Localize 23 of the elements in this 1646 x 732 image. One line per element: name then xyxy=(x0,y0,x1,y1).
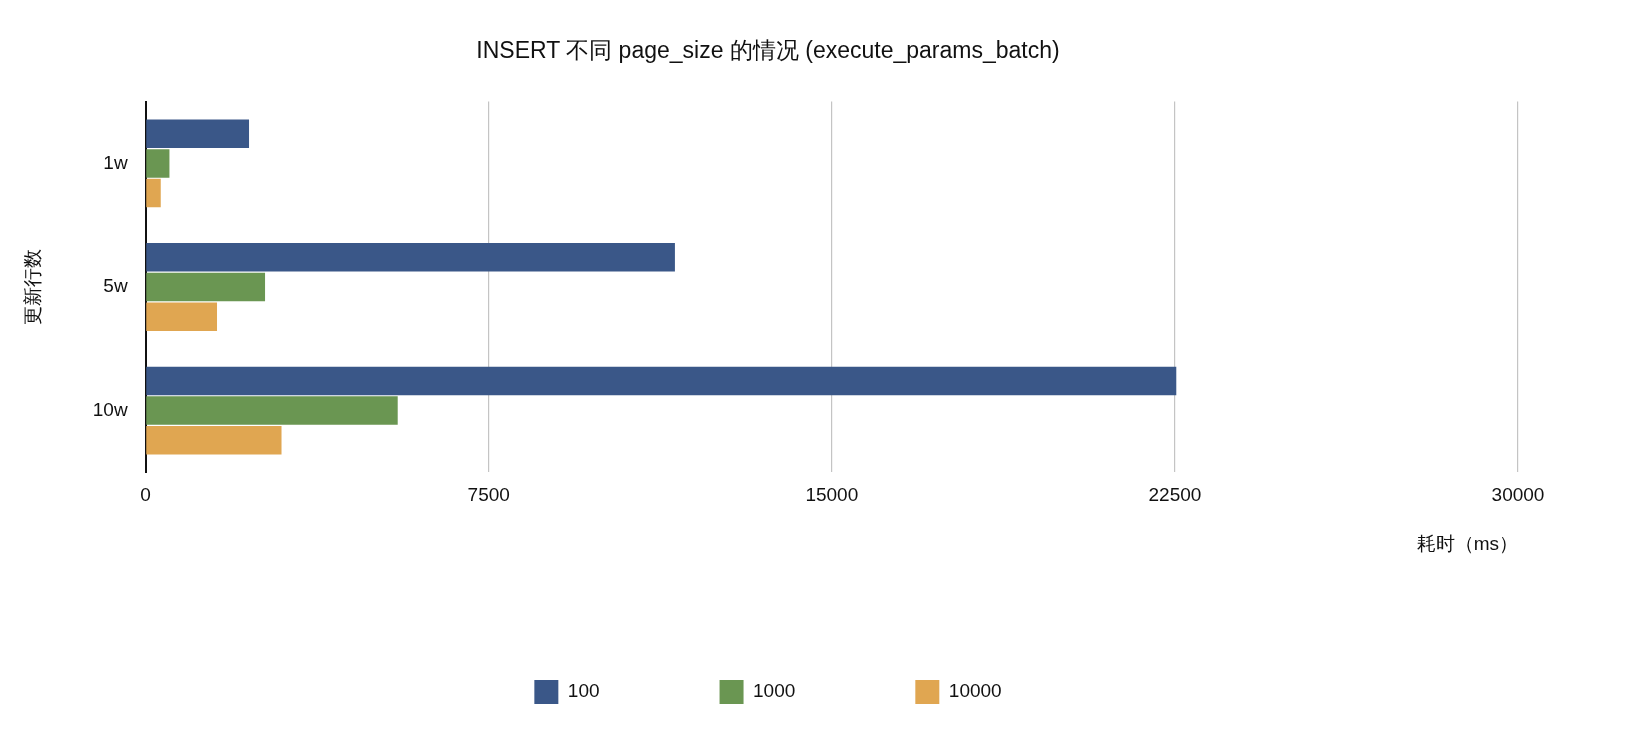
y-tick-label: 1w xyxy=(103,151,128,173)
bar xyxy=(146,243,675,272)
bar xyxy=(146,272,266,302)
bar xyxy=(146,426,282,455)
x-tick-label: 0 xyxy=(140,484,151,506)
bar xyxy=(146,396,398,425)
bar xyxy=(146,149,170,178)
legend-label: 1000 xyxy=(753,680,796,702)
x-tick-label: 15000 xyxy=(805,484,859,506)
bar xyxy=(146,178,161,208)
bar xyxy=(146,119,250,148)
x-tick-label: 7500 xyxy=(467,484,510,506)
chart-title: INSERT 不同 page_size 的情况 (execute_params_batch) xyxy=(476,37,1060,64)
y-tick-label: 10w xyxy=(92,398,128,420)
y-axis-title: 更新行数 xyxy=(21,249,43,325)
legend-label: 100 xyxy=(567,680,600,702)
y-tick-label: 5w xyxy=(103,275,128,297)
legend-label: 10000 xyxy=(948,680,1002,702)
x-tick-label: 30000 xyxy=(1491,484,1545,506)
x-axis-title: 耗时（ms） xyxy=(1416,532,1518,554)
bar xyxy=(146,366,1177,396)
bar xyxy=(146,302,218,331)
x-tick-label: 22500 xyxy=(1148,484,1202,506)
